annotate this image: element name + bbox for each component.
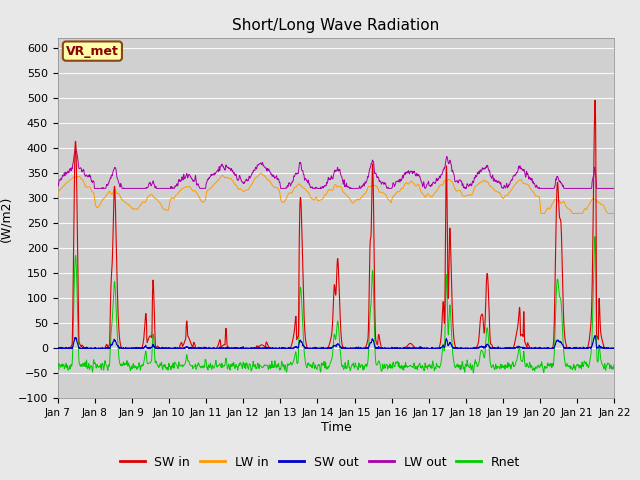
X-axis label: Time: Time (321, 421, 351, 434)
Legend: SW in, LW in, SW out, LW out, Rnet: SW in, LW in, SW out, LW out, Rnet (115, 451, 525, 474)
Text: VR_met: VR_met (66, 45, 119, 58)
Title: Short/Long Wave Radiation: Short/Long Wave Radiation (232, 18, 440, 33)
Y-axis label: (W/m2): (W/m2) (0, 195, 12, 241)
